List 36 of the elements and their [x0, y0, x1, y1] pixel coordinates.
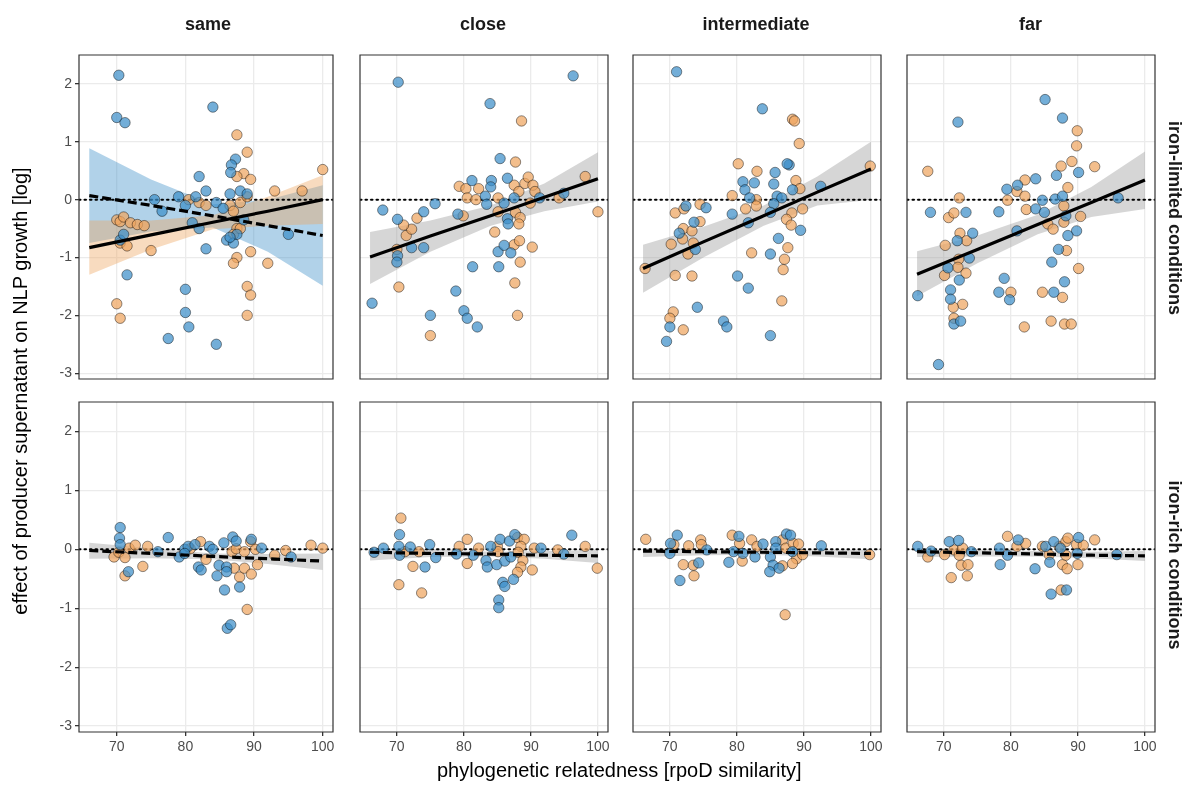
x-tick-label: 100 [310, 738, 335, 755]
x-tick-label: 90 [1070, 738, 1086, 755]
y-tick-label: 2 [63, 74, 72, 91]
y-tick-label: 0 [63, 540, 72, 557]
x-tick-label: 70 [108, 738, 125, 755]
x-tick-label: 70 [661, 738, 678, 755]
y-tick-label: -3 [59, 364, 72, 381]
x-tick-label: 90 [245, 738, 262, 755]
y-tick-label: -1 [59, 599, 72, 616]
y-axis-title: effect of producer supernatant on NLP growth [log] [8, 167, 32, 615]
x-tick-label: 80 [177, 738, 193, 755]
chart-title: far [1018, 14, 1043, 35]
y-tick-label: -1 [59, 248, 72, 265]
x-tick-label: 70 [936, 738, 952, 755]
x-tick-label: 90 [522, 738, 539, 755]
x-tick-label: 70 [388, 738, 405, 755]
y-tick-label: 2 [63, 422, 72, 439]
x-axis-title: phylogenetic relatedness [rpoD similarity] [436, 758, 802, 782]
y-tick-label: 1 [63, 132, 72, 149]
y-tick-label: -2 [59, 306, 72, 323]
x-tick-label: 100 [585, 738, 610, 755]
x-tick-label: 80 [728, 738, 745, 755]
x-tick-label: 90 [795, 738, 812, 755]
y-tick-label: 1 [63, 481, 72, 498]
x-tick-label: 80 [1003, 738, 1019, 755]
y-tick-label: 0 [63, 190, 72, 207]
x-tick-label: 80 [455, 738, 472, 755]
y-tick-label: -3 [59, 716, 72, 733]
x-tick-label: 100 [1133, 738, 1157, 755]
chart-title: intermediate [701, 14, 811, 35]
x-tick-label: 100 [858, 738, 883, 755]
y2-axis-title: iron-rich conditions [1163, 480, 1185, 649]
y-tick-label: -2 [59, 658, 72, 675]
chart-title: same [183, 14, 232, 35]
chart-title: close [459, 14, 507, 35]
y2-axis-title: iron-limited conditions [1163, 120, 1185, 315]
